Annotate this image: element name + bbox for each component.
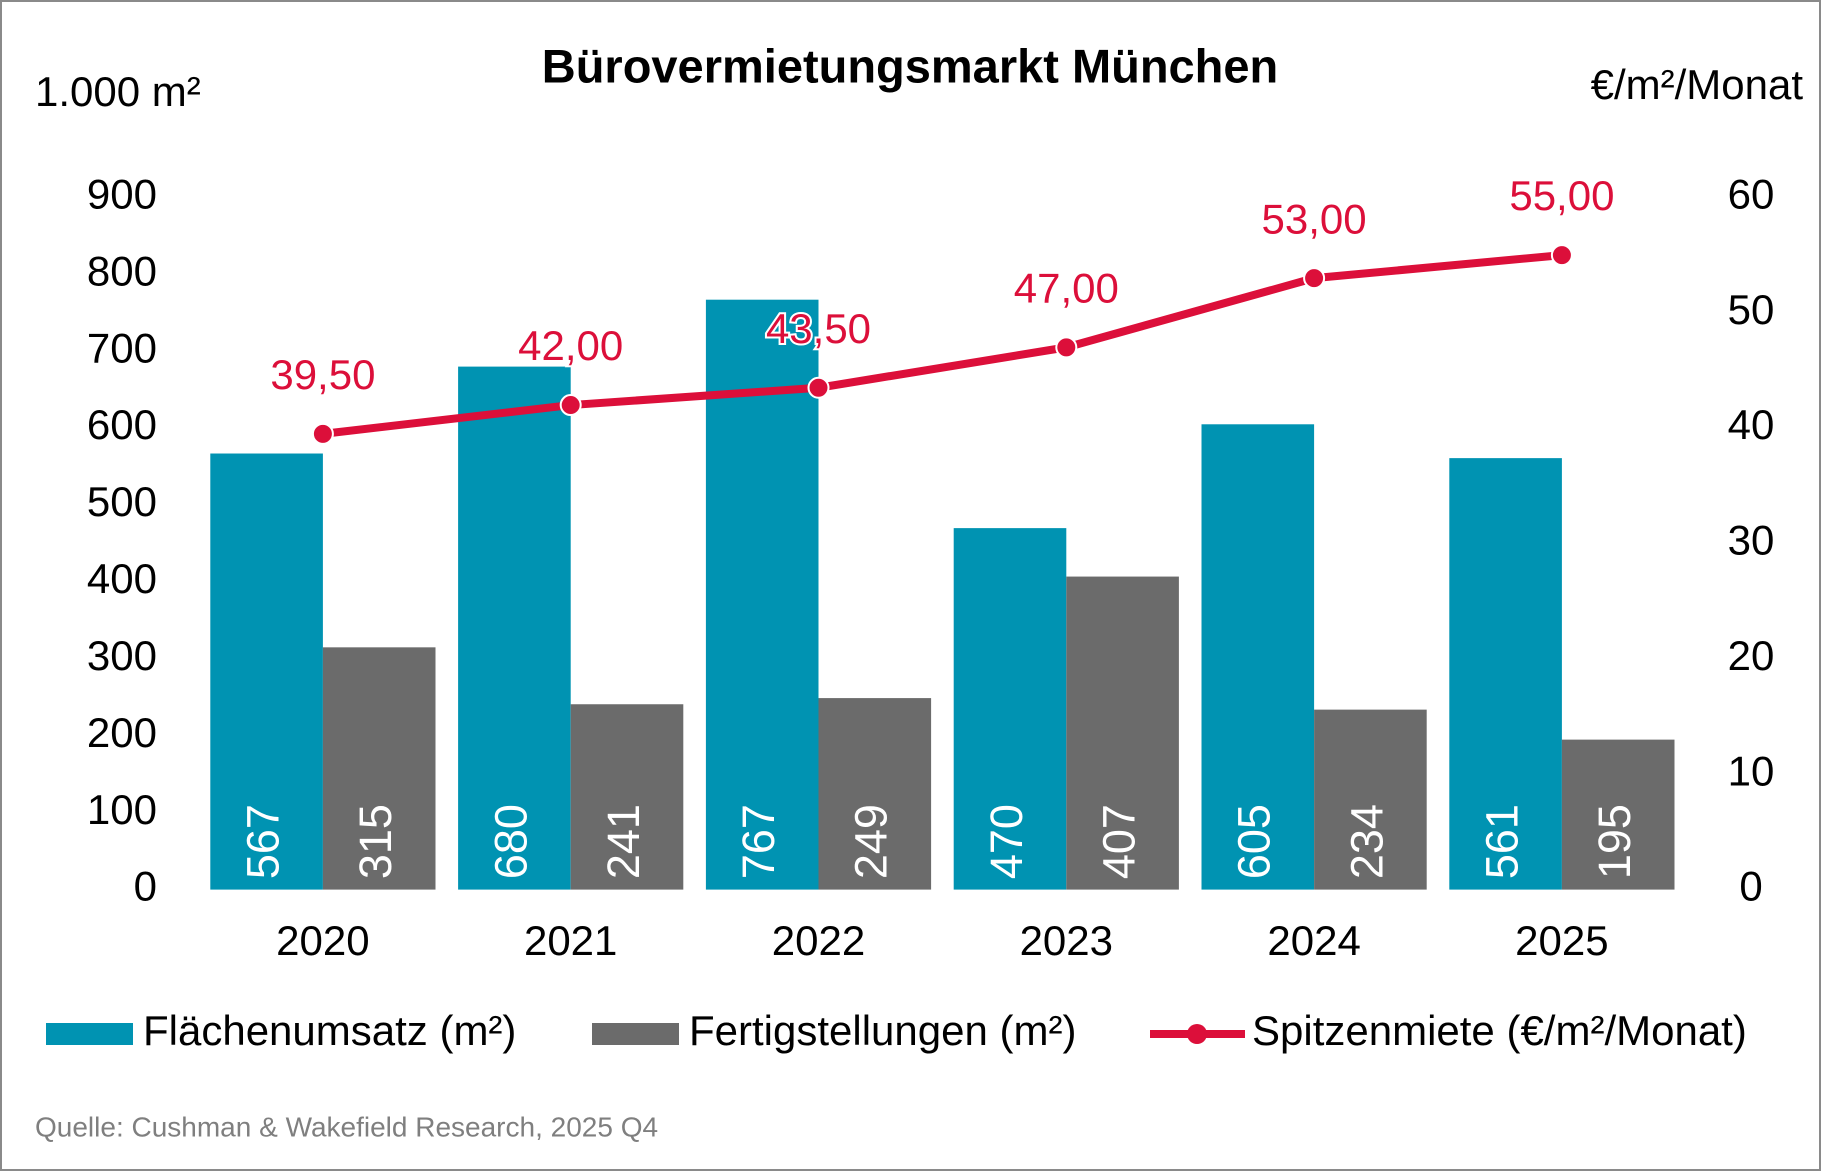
legend-label: Fertigstellungen (m²) [689, 1007, 1076, 1054]
line-marker [807, 376, 830, 399]
legend-swatch [46, 1023, 133, 1045]
bar-value-label: 680 [485, 804, 536, 879]
y-tick-label: 400 [87, 555, 157, 602]
bar-value-label: 315 [350, 804, 401, 879]
line-value-label: 42,00 [518, 322, 623, 369]
bar-value-label: 407 [1093, 804, 1144, 879]
bar [322, 647, 436, 890]
y2-tick-label: 30 [1728, 517, 1775, 564]
bar [1066, 576, 1179, 890]
bar-value-label: 234 [1341, 804, 1392, 879]
x-tick-label: 2020 [276, 917, 369, 964]
bar [1561, 739, 1675, 890]
y-tick-label: 100 [87, 786, 157, 833]
bar-value-label: 249 [846, 804, 897, 879]
line-marker [559, 394, 582, 417]
x-tick-label: 2025 [1515, 917, 1608, 964]
x-tick-label: 2023 [1020, 917, 1113, 964]
bar-value-label: 561 [1476, 804, 1527, 879]
bar [818, 698, 932, 890]
y-tick-label: 900 [87, 170, 157, 217]
x-tick-label: 2021 [524, 917, 617, 964]
y-tick-label: 500 [87, 478, 157, 525]
bar [570, 704, 684, 890]
source-note: Quelle: Cushman & Wakefield Research, 20… [35, 1111, 658, 1142]
bar [458, 366, 571, 890]
line-marker [1303, 267, 1326, 290]
y-tick-label: 700 [87, 324, 157, 371]
y2-axis-label: €/m²/Monat [1591, 61, 1804, 108]
bar [1314, 709, 1427, 890]
y-tick-label: 0 [134, 863, 157, 910]
bar-value-label: 241 [598, 804, 649, 879]
line-marker [1550, 244, 1573, 267]
legend-label: Flächenumsatz (m²) [143, 1007, 516, 1054]
x-tick-label: 2024 [1267, 917, 1360, 964]
line-value-label: 39,50 [270, 351, 375, 398]
bar-value-label: 195 [1589, 804, 1640, 879]
y-tick-label: 800 [87, 247, 157, 294]
bar [1449, 458, 1562, 890]
line [322, 251, 1563, 438]
chart-title: Bürovermietungsmarkt München [542, 39, 1278, 92]
line-value-label: 43,50 [766, 305, 871, 352]
legend-label: Spitzenmiete (€/m²/Monat) [1252, 1007, 1747, 1054]
y2-tick-label: 20 [1728, 632, 1775, 679]
bar-value-label: 567 [237, 804, 288, 879]
line-marker [1055, 336, 1078, 359]
y2-tick-label: 60 [1728, 170, 1775, 217]
line-value-label: 55,00 [1509, 172, 1614, 219]
bar [210, 453, 323, 890]
y-tick-label: 300 [87, 632, 157, 679]
bar [1201, 424, 1315, 890]
x-tick-label: 2022 [772, 917, 865, 964]
y2-tick-label: 10 [1728, 747, 1775, 794]
legend-swatch [1187, 1024, 1207, 1044]
bar [953, 528, 1067, 890]
y-axis-label: 1.000 m² [35, 68, 201, 115]
line-value-label: 47,00 [1014, 264, 1119, 311]
legend-swatch [592, 1023, 679, 1045]
bar-value-label: 470 [981, 804, 1032, 879]
bar-value-label: 605 [1229, 804, 1280, 879]
line-marker [311, 422, 334, 445]
y2-tick-label: 0 [1739, 863, 1762, 910]
bar-value-label: 767 [733, 804, 784, 879]
y-tick-label: 600 [87, 401, 157, 448]
y2-tick-label: 50 [1728, 286, 1775, 333]
line-value-label: 53,00 [1262, 195, 1367, 242]
y2-tick-label: 40 [1728, 401, 1775, 448]
y-tick-label: 200 [87, 709, 157, 756]
